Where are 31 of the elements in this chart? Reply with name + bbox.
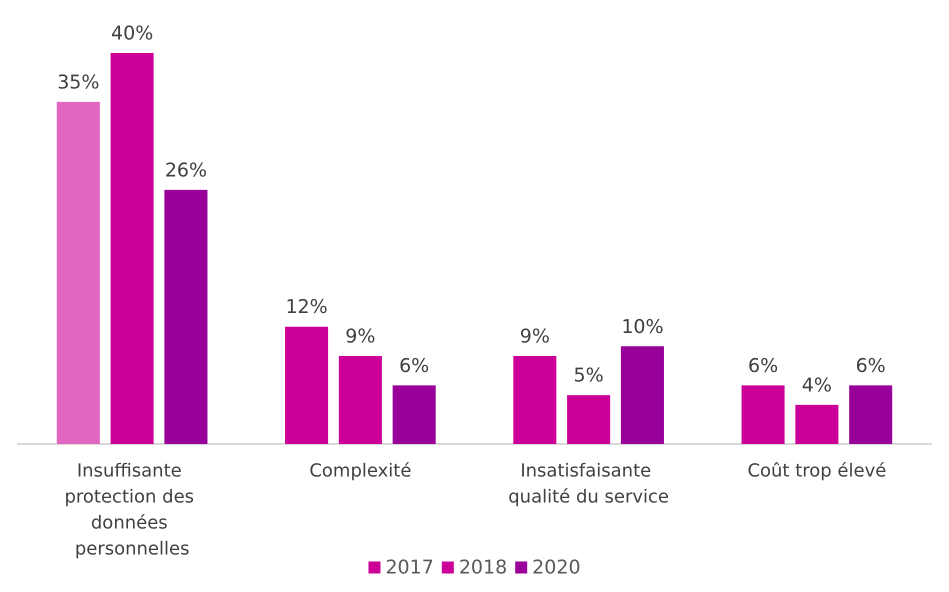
bar	[338, 356, 382, 444]
data-label: 6%	[748, 354, 778, 377]
data-label: 4%	[802, 374, 832, 396]
bar	[56, 102, 100, 444]
data-label: 5%	[574, 364, 604, 387]
bar	[567, 395, 610, 444]
legend-label: 2020	[532, 556, 581, 578]
data-label: 35%	[57, 71, 100, 94]
data-label: 6%	[399, 354, 430, 377]
data-label: 10%	[621, 316, 664, 338]
data-label: 6%	[856, 354, 886, 377]
x-tick-label: Insuffisante protection des données personnelles	[64, 460, 200, 560]
bar	[620, 346, 664, 444]
data-label: 9%	[520, 326, 550, 348]
x-tick-label: Insatisfaisante qualité du service	[508, 460, 670, 508]
data-label: 40%	[111, 22, 154, 44]
data-label: 12%	[285, 296, 328, 318]
data-label: 9%	[345, 326, 376, 348]
bar	[164, 190, 208, 444]
bar	[742, 385, 785, 444]
bar	[513, 356, 556, 444]
bar	[849, 385, 892, 444]
legend-label: 2018	[458, 556, 508, 578]
x-tick-label: Complexité	[309, 460, 412, 482]
bar	[285, 326, 328, 444]
bar	[392, 385, 436, 444]
data-label: 26%	[164, 159, 208, 182]
x-tick-label: Coût trop élevé	[747, 460, 886, 482]
bar	[110, 53, 154, 444]
bar	[795, 404, 838, 444]
legend-label: 2017	[385, 556, 434, 578]
